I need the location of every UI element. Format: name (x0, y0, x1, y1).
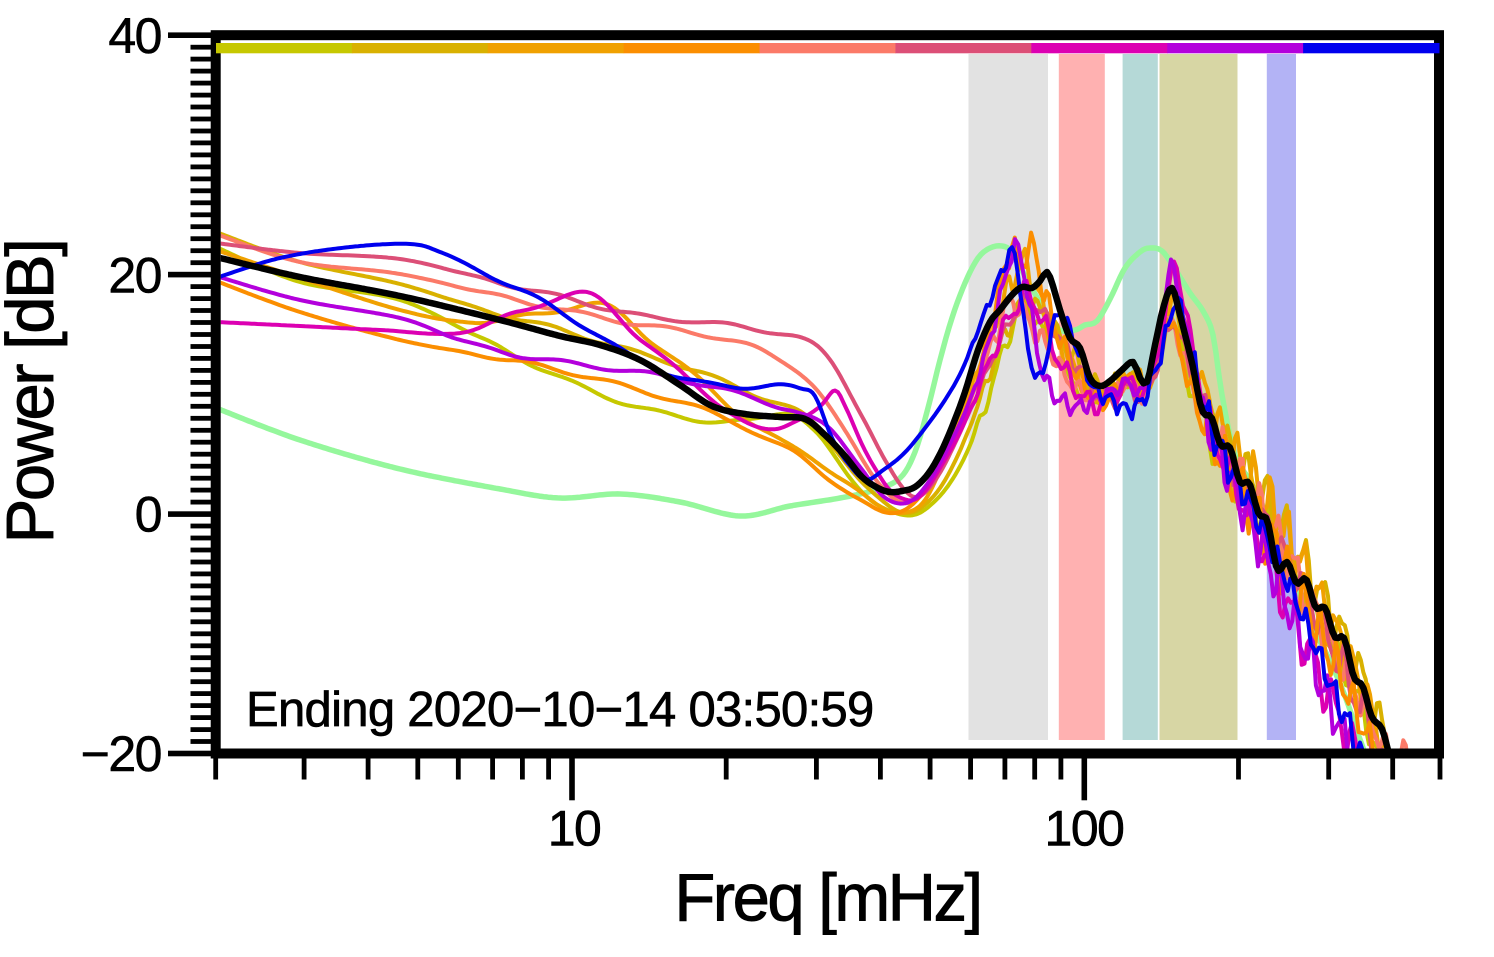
svg-text:20: 20 (108, 247, 161, 303)
svg-text:Power [dB]: Power [dB] (0, 241, 68, 544)
svg-text:Freq [mHz]: Freq [mHz] (674, 860, 980, 935)
svg-text:100: 100 (1045, 801, 1124, 857)
svg-text:10: 10 (548, 801, 601, 857)
svg-text:−20: −20 (81, 726, 161, 782)
svg-text:0: 0 (135, 487, 161, 543)
svg-text:Ending 2020−10−14 03:50:59: Ending 2020−10−14 03:50:59 (246, 683, 874, 737)
svg-text:40: 40 (108, 8, 161, 64)
